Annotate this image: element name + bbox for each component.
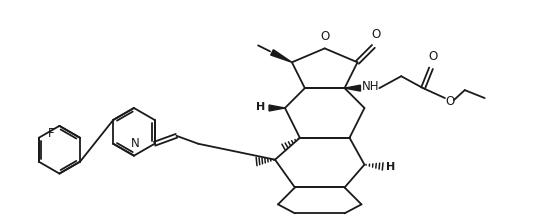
Polygon shape <box>345 85 360 91</box>
Text: O: O <box>445 95 454 108</box>
Text: H: H <box>386 162 395 172</box>
Polygon shape <box>269 105 285 111</box>
Text: O: O <box>428 50 438 63</box>
Polygon shape <box>271 50 292 62</box>
Text: F: F <box>48 127 55 140</box>
Text: O: O <box>320 30 329 43</box>
Text: NH: NH <box>361 80 379 93</box>
Text: N: N <box>131 137 140 150</box>
Text: H: H <box>256 102 265 112</box>
Text: O: O <box>372 29 381 41</box>
